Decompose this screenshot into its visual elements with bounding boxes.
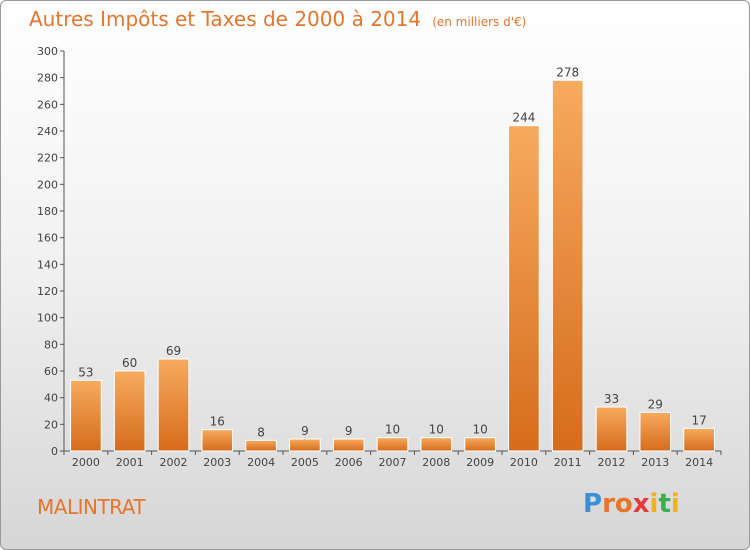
- y-tick-label: 40: [44, 392, 58, 405]
- bar-2008: [420, 437, 453, 452]
- y-tick-label: 20: [44, 418, 58, 431]
- y-tick-label: 120: [37, 285, 58, 298]
- y-tick-label: 220: [37, 152, 58, 165]
- y-tick-label: 100: [37, 312, 58, 325]
- y-tick-label: 300: [37, 45, 58, 58]
- y-tick-label: 140: [37, 258, 58, 271]
- x-tick-label: 2003: [203, 456, 231, 469]
- bars: 53 60 69 16 8 9 9 10 10 10 244 278 33 29 17: [70, 65, 715, 452]
- commune-name: MALINTRAT: [37, 495, 146, 519]
- x-tick-label: 2004: [247, 456, 275, 469]
- y-tick-label: 60: [44, 365, 58, 378]
- bar-value-label: 29: [648, 397, 663, 411]
- logo-letter: r: [602, 489, 615, 519]
- bar-value-label: 69: [166, 344, 181, 358]
- axes: 0 20 40 60 80 100 120 140 160 180 200 220 240 260 280 3…: [37, 45, 722, 469]
- x-tick-label: 2012: [598, 456, 626, 469]
- bar-value-label: 10: [385, 423, 400, 437]
- chart-subtitle: (en milliers d'€): [432, 15, 527, 29]
- bar-value-label: 53: [78, 365, 93, 379]
- bar-value-label: 244: [512, 111, 535, 125]
- bar-value-label: 278: [556, 65, 579, 79]
- logo-letter: i: [649, 489, 659, 519]
- logo-letter: x: [632, 489, 650, 519]
- y-tick-label: 80: [44, 338, 58, 351]
- x-tick-label: 2006: [335, 456, 363, 469]
- y-tick-label: 160: [37, 232, 58, 245]
- chart-title: Autres Impôts et Taxes de 2000 à 2014: [29, 7, 422, 31]
- proxiti-logo: Proxiti: [583, 489, 680, 519]
- logo-letter: o: [614, 489, 633, 519]
- bar-value-label: 16: [210, 415, 225, 429]
- bar-2006: [332, 438, 365, 452]
- x-tick-label: 2009: [466, 456, 494, 469]
- bar-value-label: 8: [257, 425, 265, 439]
- bar-value-label: 60: [122, 356, 137, 370]
- bar-2010: [508, 125, 540, 452]
- x-tick-label: 2010: [510, 456, 538, 469]
- logo-letter: i: [670, 489, 680, 519]
- x-tick-label: 2007: [379, 456, 407, 469]
- bar-value-label: 17: [691, 413, 706, 427]
- y-tick-label: 280: [37, 72, 58, 85]
- bar-2001: [113, 370, 146, 452]
- y-tick-label: 200: [37, 178, 58, 191]
- x-tick-label: 2011: [554, 456, 582, 469]
- logo-letter: t: [658, 489, 671, 519]
- x-tick-label: 2005: [291, 456, 319, 469]
- y-tick-label: 240: [37, 125, 58, 138]
- y-tick-label: 180: [37, 205, 58, 218]
- logo-letter: P: [583, 489, 603, 519]
- bar-2000: [70, 379, 102, 452]
- x-tick-label: 2014: [685, 456, 713, 469]
- bar-2011: [551, 79, 584, 452]
- bar-value-label: 33: [604, 392, 619, 406]
- bar-value-label: 9: [345, 424, 353, 438]
- bar-2003: [201, 429, 234, 452]
- x-tick-label: 2008: [422, 456, 450, 469]
- chart-title-block: Autres Impôts et Taxes de 2000 à 2014 (e…: [29, 7, 526, 31]
- bar-2004: [245, 439, 277, 452]
- bar-2014: [683, 427, 715, 452]
- x-tick-label: 2002: [160, 456, 188, 469]
- bar-value-label: 9: [301, 424, 309, 438]
- x-tick-label: 2013: [641, 456, 669, 469]
- bar-value-label: 10: [472, 423, 487, 437]
- bar-2012: [595, 406, 628, 452]
- bar-value-label: 10: [429, 423, 444, 437]
- y-tick-label: 260: [37, 98, 58, 111]
- bar-2007: [376, 437, 409, 452]
- bar-2002: [157, 358, 190, 452]
- bar-2009: [464, 437, 496, 452]
- x-tick-label: 2001: [116, 456, 144, 469]
- y-tick-label: 0: [51, 445, 58, 458]
- x-tick-label: 2000: [72, 456, 100, 469]
- bar-2005: [289, 438, 321, 452]
- bar-2013: [639, 411, 672, 452]
